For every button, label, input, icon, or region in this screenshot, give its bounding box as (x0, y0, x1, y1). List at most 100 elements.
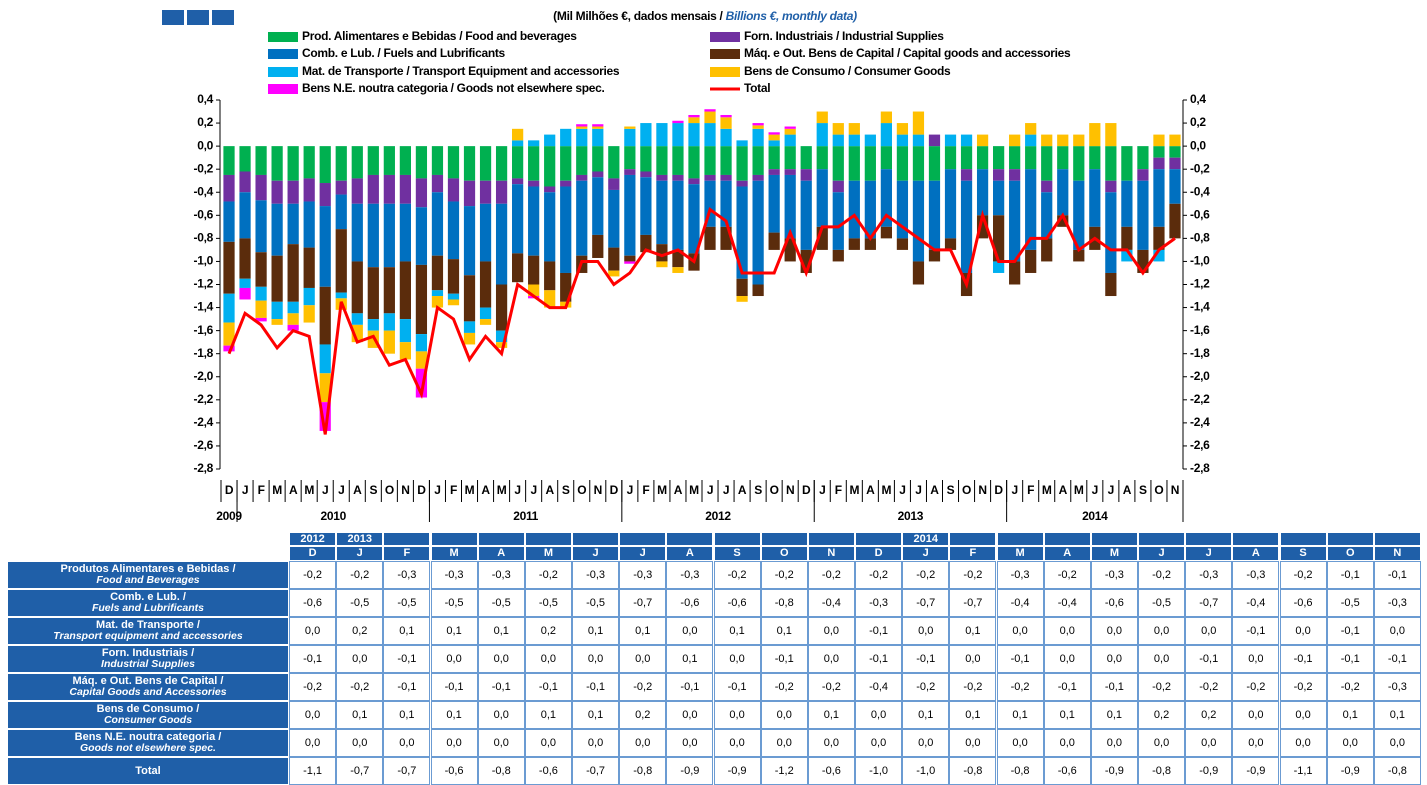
table-cell: -0,5 (383, 589, 431, 617)
bar-segment (800, 180, 812, 250)
header-year (760, 532, 808, 546)
table-cell: 0,0 (666, 729, 714, 757)
table-cell: 0,1 (949, 617, 997, 645)
y-tick-label: -2,8 (1190, 461, 1210, 475)
table-cell: -0,5 (1326, 589, 1374, 617)
bar-segment (1105, 146, 1117, 181)
bar-segment (928, 134, 941, 147)
bar-segment (415, 207, 428, 265)
header-month: O (760, 546, 808, 561)
table-cell: -0,2 (1326, 673, 1374, 701)
table-cell: -0,4 (807, 589, 855, 617)
bar-segment (479, 203, 492, 262)
table-cell: 0,2 (619, 701, 667, 729)
bar-segment (239, 278, 251, 288)
table-cell: -1,1 (289, 757, 337, 785)
table-cell: 0,1 (666, 645, 714, 673)
table-cell: -0,2 (760, 561, 808, 589)
legend-label: Máq. e Out. Bens de Capital / Capital go… (744, 46, 1071, 60)
bar-segment (495, 284, 508, 331)
bar-segment (415, 368, 428, 398)
legend-label: Comb. e Lub. / Fuels and Lubrificants (302, 46, 506, 60)
x-tick-label: A (674, 483, 683, 497)
logo-block (162, 10, 184, 25)
bar-segment (784, 128, 796, 135)
bar-segment (880, 169, 892, 227)
bar-segment (1057, 215, 1069, 227)
table-cell: 0,2 (336, 617, 384, 645)
x-tick-label: N (786, 483, 794, 497)
header-month: J (902, 546, 950, 561)
table-cell: -0,5 (524, 589, 572, 617)
bar-segment (447, 178, 460, 202)
table-cell: -0,6 (1090, 589, 1138, 617)
bar-segment (255, 317, 267, 322)
bar-segment (223, 146, 235, 175)
bar-segment (415, 264, 428, 335)
x-tick-label: A (289, 483, 298, 497)
bar-segment (720, 180, 732, 227)
row-label-pt: Bens de Consumo / (96, 703, 200, 715)
bar-segment (351, 178, 363, 204)
x-tick-label: S (754, 483, 762, 497)
bar-segment (303, 146, 315, 179)
y-tick-label: 0,4 (197, 92, 213, 106)
x-tick-label: S (1139, 483, 1147, 497)
header-year: 2013 (336, 532, 384, 546)
bar-segment (1057, 169, 1069, 216)
bar-segment (1153, 146, 1165, 158)
bar-segment (528, 284, 540, 297)
x-tick-label: A (930, 483, 939, 497)
table-cell: -0,1 (713, 673, 761, 701)
x-tick-label: J (915, 483, 921, 497)
bar-segment (1057, 134, 1069, 147)
bar-segment (1137, 146, 1149, 170)
header-month: J (619, 546, 667, 561)
bar-segment (976, 134, 989, 147)
table-cell: -0,1 (760, 645, 808, 673)
bar-segment (303, 178, 315, 202)
row-label-en: Capital Goods and Accessories (69, 686, 227, 698)
bar-segment (624, 146, 636, 170)
bar-segment (271, 255, 283, 302)
bar-segment (1041, 192, 1053, 239)
x-tick-label: N (1171, 483, 1179, 497)
bar-segment (592, 124, 604, 127)
table-cell: -0,6 (666, 589, 714, 617)
bar-segment (495, 330, 508, 343)
bar-segment (704, 109, 716, 112)
bar-segment (1009, 261, 1021, 285)
bar-segment (880, 123, 892, 147)
x-tick-label: A (353, 483, 362, 497)
table-cell: -0,6 (713, 589, 761, 617)
table-cell: -1,1 (1279, 757, 1327, 785)
table-cell: -0,2 (713, 561, 761, 589)
table-cell: -0,1 (855, 617, 903, 645)
header-month: S (713, 546, 761, 561)
bar-segment (704, 180, 716, 227)
bar-segment (624, 255, 636, 262)
table-cell: -0,3 (1090, 561, 1138, 589)
bar-segment (993, 215, 1005, 262)
bar-segment (880, 146, 892, 170)
table-cell: -0,2 (760, 673, 808, 701)
table-cell: 0,0 (855, 729, 903, 757)
row-label: Produtos Alimentares e Bebidas / Food and… (7, 561, 289, 589)
x-tick-label: A (866, 483, 875, 497)
bar-segment (993, 261, 1005, 273)
bar-segment (608, 247, 620, 271)
table-cell: 0,0 (807, 617, 855, 645)
legend-swatch (268, 67, 298, 77)
bar-segment (848, 123, 860, 135)
bar-segment (864, 180, 876, 239)
table-cell: -0,1 (1090, 673, 1138, 701)
bar-segment (768, 132, 780, 135)
bar-segment (656, 146, 668, 175)
bar-segment (784, 169, 796, 175)
table-cell: -0,3 (996, 561, 1044, 589)
bar-segment (303, 201, 315, 248)
row-label-pt: Forn. Industriais / (101, 647, 195, 659)
table-cell: -0,6 (807, 757, 855, 785)
x-tick-label: F (1027, 483, 1034, 497)
legend-swatch (268, 84, 298, 94)
